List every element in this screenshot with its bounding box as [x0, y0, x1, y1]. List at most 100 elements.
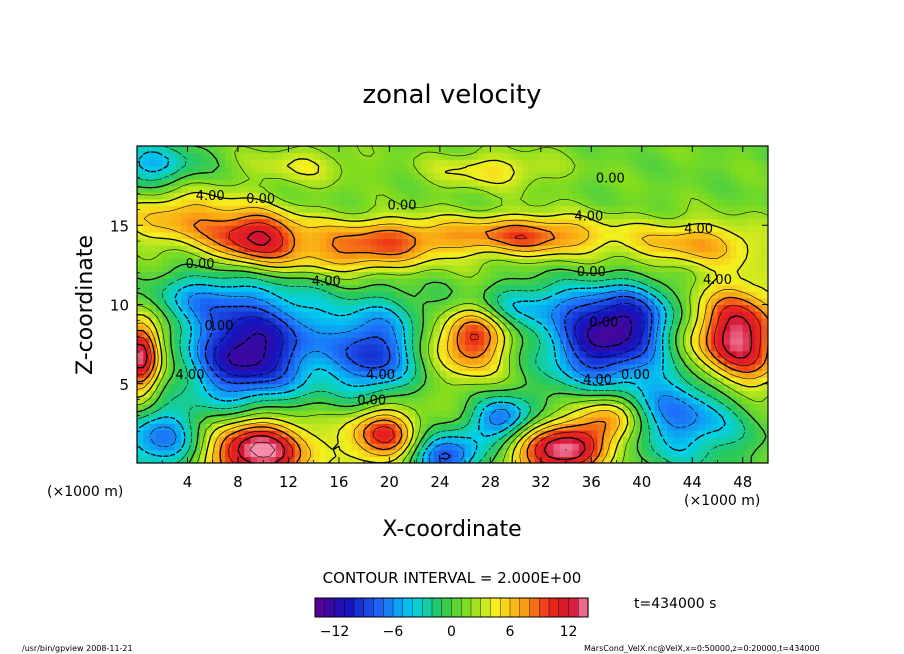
heatmap-cell: [402, 205, 409, 213]
heatmap-cell: [534, 205, 542, 213]
heatmap-cell: [616, 443, 624, 451]
heatmap-cell: [143, 383, 151, 391]
heatmap-cell: [749, 212, 756, 220]
heatmap-cell: [395, 324, 403, 332]
heatmap-cell: [465, 363, 473, 372]
heatmap-cell: [149, 231, 157, 240]
heatmap-cell: [244, 218, 252, 226]
heatmap-cell: [559, 377, 567, 385]
heatmap-cell: [269, 225, 277, 233]
heatmap-cell: [294, 436, 302, 444]
heatmap-cell: [711, 403, 719, 411]
heatmap-cell: [572, 165, 580, 174]
heatmap-cell: [187, 159, 195, 167]
heatmap-cell: [244, 410, 252, 418]
heatmap-cell: [420, 264, 428, 273]
heatmap-cell: [244, 436, 252, 444]
heatmap-cell: [742, 403, 750, 411]
heatmap-cell: [679, 271, 687, 279]
heatmap-cell: [635, 159, 643, 167]
heatmap-cell: [452, 350, 460, 358]
heatmap-cell: [155, 264, 163, 273]
heatmap-cell: [648, 185, 656, 193]
heatmap-cell: [225, 330, 233, 339]
heatmap-cell: [345, 370, 353, 378]
heatmap-cell: [143, 225, 151, 233]
heatmap-cell: [521, 390, 529, 398]
heatmap-cell: [395, 363, 403, 372]
heatmap-cell: [616, 337, 624, 345]
heatmap-cell: [755, 218, 763, 226]
heatmap-cell: [301, 311, 308, 319]
heatmap-cell: [250, 350, 258, 358]
heatmap-cell: [351, 205, 359, 213]
heatmap-cell: [597, 396, 605, 405]
heatmap-cell: [168, 278, 176, 286]
heatmap-cell: [673, 429, 681, 438]
heatmap-cell: [660, 443, 668, 451]
heatmap-cell: [174, 231, 182, 240]
heatmap-cell: [338, 304, 346, 312]
heatmap-cell: [654, 205, 662, 213]
heatmap-cell: [395, 383, 403, 391]
heatmap-cell: [200, 258, 208, 266]
heatmap-cell: [566, 284, 573, 292]
heatmap-cell: [433, 396, 441, 405]
heatmap-cell: [237, 172, 245, 180]
heatmap-cell: [288, 198, 296, 207]
heatmap-cell: [490, 390, 498, 398]
heatmap-cell: [704, 337, 712, 345]
heatmap-cell: [749, 317, 756, 325]
heatmap-cell: [200, 264, 208, 273]
heatmap-cell: [698, 330, 706, 339]
heatmap-cell: [673, 192, 681, 200]
heatmap-cell: [155, 297, 163, 306]
heatmap-cell: [168, 436, 176, 444]
heatmap-cell: [553, 251, 561, 259]
heatmap-cell: [439, 363, 447, 372]
heatmap-cell: [509, 396, 517, 405]
heatmap-cell: [698, 410, 706, 418]
colorbar-ticks: −12 −6 0 6 12: [320, 624, 578, 640]
heatmap-cell: [338, 344, 346, 352]
heatmap-cell: [749, 205, 756, 213]
heatmap-cell: [566, 377, 573, 385]
heatmap-cell: [275, 337, 283, 345]
heatmap-cell: [174, 165, 182, 174]
heatmap-cell: [219, 212, 226, 220]
heatmap-cell: [597, 172, 605, 180]
heatmap-cell: [692, 218, 700, 226]
heatmap-cell: [433, 317, 441, 325]
heatmap-cell: [660, 198, 668, 207]
heatmap-cell: [660, 416, 668, 424]
heatmap-cell: [275, 324, 283, 332]
heatmap-cell: [502, 297, 510, 306]
heatmap-cell: [137, 436, 144, 444]
heatmap-cell: [288, 317, 296, 325]
heatmap-cell: [654, 456, 662, 463]
heatmap-cell: [338, 456, 346, 463]
heatmap-cell: [351, 218, 359, 226]
heatmap-cell: [376, 449, 384, 457]
heatmap-cell: [420, 245, 428, 253]
heatmap-cell: [338, 291, 346, 299]
heatmap-cell: [414, 423, 422, 431]
heatmap-cell: [414, 238, 422, 246]
heatmap-cell: [408, 165, 416, 174]
heatmap-cell: [528, 311, 536, 319]
heatmap-cell: [673, 172, 681, 180]
heatmap-cell: [585, 449, 592, 457]
heatmap-cell: [578, 225, 586, 233]
heatmap-cell: [509, 278, 517, 286]
heatmap-cell: [319, 165, 327, 174]
heatmap-cell: [484, 297, 491, 306]
heatmap-cell: [458, 192, 466, 200]
heatmap-cell: [376, 165, 384, 174]
heatmap-cell: [648, 396, 656, 405]
heatmap-cell: [591, 159, 599, 167]
heatmap-cell: [389, 337, 397, 345]
heatmap-cell: [572, 297, 580, 306]
heatmap-cell: [471, 456, 479, 463]
heatmap-cell: [477, 291, 485, 299]
heatmap-cell: [427, 205, 435, 213]
